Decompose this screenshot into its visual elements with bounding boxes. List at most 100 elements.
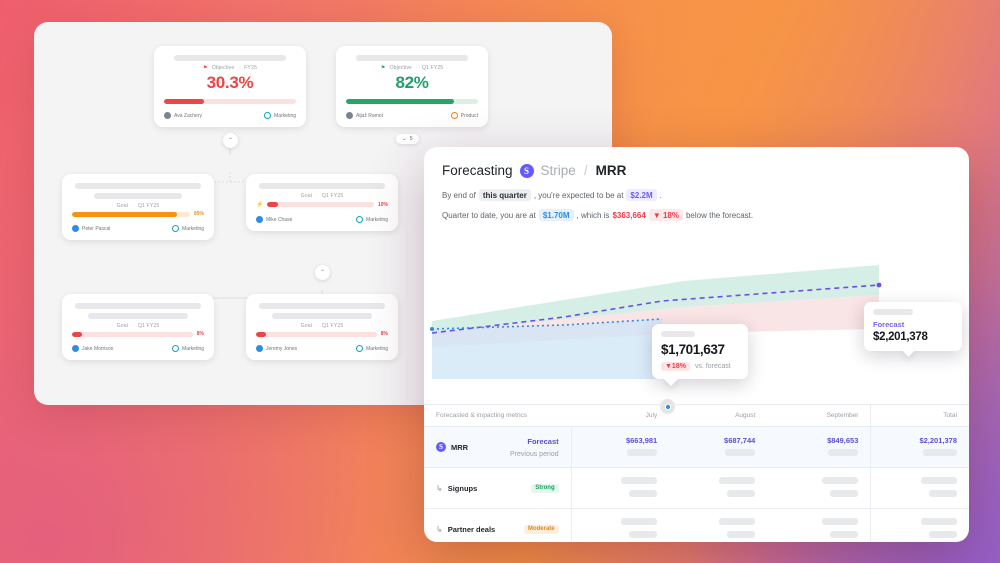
card-title-placeholder (259, 183, 385, 189)
goal-card[interactable]: Goal · Q1 FY25 8% Jake Morrison Marketin… (62, 294, 214, 360)
owner-name: Peter Pascal (82, 225, 111, 232)
forecast-value-chip[interactable]: $2.2M (626, 189, 657, 201)
masked-value (828, 449, 859, 456)
owner[interactable]: Peter Pascal (72, 225, 110, 232)
collapse-toggle-button[interactable]: ⌃ (315, 265, 330, 280)
metric-value: $687,744 (724, 436, 756, 445)
masked-value (621, 518, 658, 525)
avatar (164, 112, 171, 119)
source-name[interactable]: Stripe (540, 163, 576, 178)
team-name: Marketing (274, 112, 296, 119)
metric-value-cell (767, 508, 871, 542)
team[interactable]: Marketing (356, 345, 388, 352)
period-chip[interactable]: this quarter (478, 189, 531, 201)
table-row[interactable]: ↳ Signups Strong (424, 467, 969, 509)
card-footer: Mike Chase Marketing (256, 216, 388, 223)
goal-kind-label: Goal (116, 203, 129, 209)
objective-percent: 82% (395, 73, 429, 92)
goal-card[interactable]: Goal · Q1 FY25 8% Jeremy Jones Marketing (246, 294, 398, 360)
sub-metric-icon: ↳ (436, 483, 443, 493)
objective-kind-label: Objective (389, 65, 412, 71)
progress-bar (164, 99, 296, 104)
card-footer: Peter Pascal Marketing (72, 225, 204, 232)
masked-value (725, 449, 756, 456)
child-count-pill[interactable]: ⌄ 5 (396, 134, 419, 144)
impact-badge: Strong (531, 483, 559, 493)
team-icon (172, 225, 180, 232)
team[interactable]: Marketing (264, 112, 296, 119)
metric-name[interactable]: MRR (595, 163, 627, 178)
team[interactable]: Marketing (172, 345, 204, 352)
page-title: Forecasting S Stripe / MRR (442, 163, 951, 178)
team-icon (356, 216, 364, 223)
forecast-endpoint (876, 282, 882, 288)
masked-value (929, 531, 957, 538)
masked-value (719, 477, 756, 484)
forecast-summary-line-2: Quarter to date, you are at $1.70M , whi… (442, 209, 951, 221)
chevron-down-icon: ⌄ (402, 136, 407, 142)
card-title-placeholder (174, 55, 286, 61)
team-name: Marketing (182, 345, 204, 352)
metric-value-cell: $849,653 (767, 426, 871, 468)
metric-name-cell: ↳ Signups Strong (424, 467, 572, 509)
progress-bar-wrap (346, 99, 478, 104)
goal-meta: Goal · Q1 FY25 (256, 323, 388, 329)
metric-total-cell: $2,201,378 (870, 426, 969, 468)
separator: · (132, 203, 134, 209)
previous-period-row-label: Previous period (510, 450, 559, 458)
goal-card[interactable]: Goal · Q1 FY25 ⚡ 10% Mike Chase Marketin… (246, 174, 398, 231)
column-header-august: August (669, 404, 768, 427)
actual-value-chip[interactable]: $1.70M (538, 209, 574, 221)
summary-text: below the forecast. (685, 210, 754, 220)
owner[interactable]: Aljaž Ramot (346, 112, 383, 119)
separator: · (316, 323, 318, 329)
objective-card[interactable]: ⚑ Objective · Q1 FY25 82% Aljaž Ramot Pr… (336, 46, 488, 127)
owner[interactable]: Mike Chase (256, 216, 292, 223)
goal-meta: Goal · Q1 FY25 (72, 203, 204, 209)
metrics-table: Forecasted & impacting metrics July Augu… (424, 404, 969, 542)
team-name: Marketing (366, 345, 388, 352)
stripe-icon: S (519, 163, 534, 178)
metric-value-cell (571, 467, 670, 509)
team[interactable]: Product (450, 112, 478, 119)
metric-value-cell (669, 467, 768, 509)
summary-text: . (659, 190, 662, 200)
collapse-toggle-button[interactable]: ⌃ (223, 133, 238, 148)
actual-start-point (430, 327, 434, 331)
metric-value: $849,653 (827, 436, 859, 445)
metric-name-cell: ↳ Partner deals Moderate (424, 508, 572, 542)
masked-value (929, 490, 957, 497)
objective-period: FY25 (244, 65, 257, 71)
team[interactable]: Marketing (356, 216, 388, 223)
owner[interactable]: Jeremy Jones (256, 345, 297, 352)
table-row[interactable]: S MRR Forecast Previous period $663,981 (424, 426, 969, 468)
card-title-placeholder (75, 183, 201, 189)
goal-meta: Goal · Q1 FY25 (72, 323, 204, 329)
progress-bar-wrap: ⚡ 10% (256, 201, 388, 209)
metric-name: MRR (451, 442, 469, 452)
metric-value-cell (669, 508, 768, 542)
forecast-summary-line-1: By end of this quarter , you're expected… (442, 189, 951, 201)
owner[interactable]: Jake Morrison (72, 345, 113, 352)
owner-name: Ava Zachery (174, 112, 202, 119)
owner[interactable]: Ava Zachery (164, 112, 202, 119)
warning-icon: ⚡ (256, 202, 264, 208)
forecast-callout: Forecast $2,201,378 (864, 302, 962, 351)
metric-name-cell: S MRR Forecast Previous period (424, 426, 572, 468)
callout-label: Forecast (873, 320, 905, 329)
progress-bar (346, 99, 478, 104)
sub-metric-icon: ↳ (436, 524, 443, 534)
masked-value (830, 531, 859, 538)
table-row[interactable]: ↳ Partner deals Moderate (424, 508, 969, 542)
objective-kind-label: Objective (211, 65, 235, 71)
metric-value: $663,981 (625, 436, 658, 445)
upper-confidence-band (432, 265, 879, 333)
team[interactable]: Marketing (172, 225, 204, 232)
progress-percent: 8% (196, 331, 204, 337)
metric-name: Partner deals (447, 524, 496, 534)
objective-card[interactable]: ⚑ Objective · FY25 30.3% Ava Zachery Mar… (154, 46, 306, 127)
goal-card[interactable]: Goal · Q1 FY25 89% Peter Pascal Marketin… (62, 174, 214, 240)
card-title-placeholder (75, 303, 201, 309)
forecast-chart[interactable]: $1,701,637 ▼18% vs. forecast Forecast $2… (424, 229, 969, 414)
masked-value (621, 477, 658, 484)
